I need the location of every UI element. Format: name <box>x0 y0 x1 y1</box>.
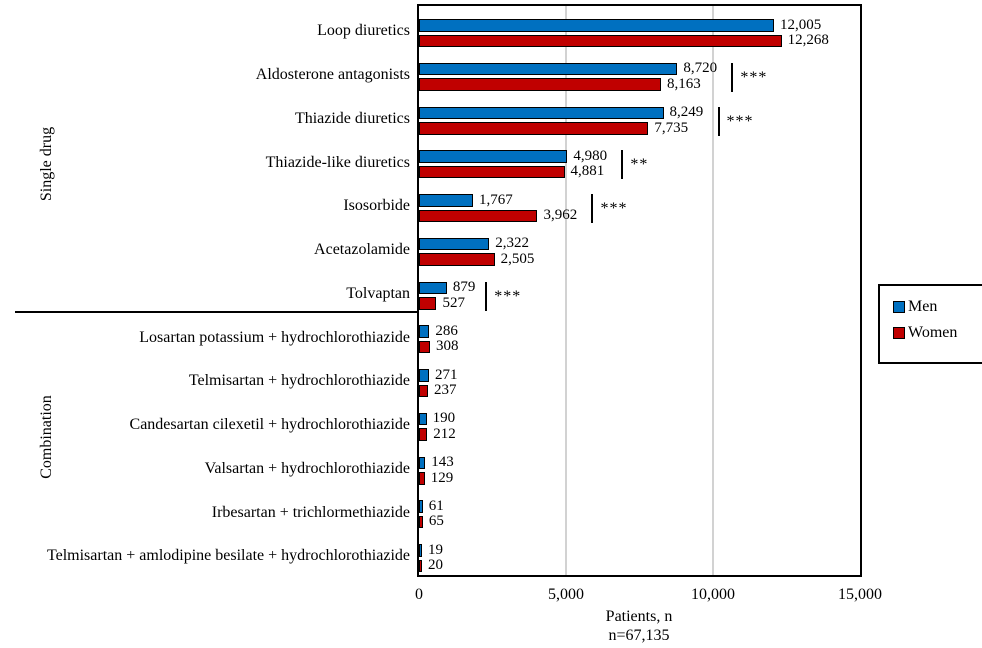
significance-stars: ** <box>630 156 649 174</box>
men-color-swatch <box>893 301 905 313</box>
men-value-label: 1,767 <box>478 191 513 208</box>
group-label-single-drug: Single drug <box>38 126 55 202</box>
men-bar <box>419 500 423 513</box>
men-bar <box>419 412 427 426</box>
women-value-label: 65 <box>428 513 444 530</box>
men-bar <box>419 456 426 470</box>
women-value-label: 8,163 <box>666 75 701 92</box>
legend-item-women: Women <box>893 322 982 344</box>
men-value-label: 61 <box>428 497 444 514</box>
men-value-label: 8,720 <box>683 60 718 77</box>
women-value-label: 3,962 <box>543 207 578 224</box>
men-bar <box>419 62 678 76</box>
women-bar <box>419 297 437 310</box>
men-bar <box>419 544 422 557</box>
women-bar <box>419 515 423 529</box>
women-bar <box>419 384 428 398</box>
x-tick-label-10000: 10,000 <box>691 586 735 603</box>
women-bar <box>419 165 565 179</box>
significance-stars: *** <box>600 200 628 218</box>
women-bar <box>419 34 782 47</box>
women-value-label: 7,735 <box>654 119 689 136</box>
category-label: Valsartan + hydrochlorothiazide <box>204 459 410 477</box>
group-separator-line <box>15 311 419 313</box>
women-bar <box>419 340 431 354</box>
women-bar <box>419 428 428 441</box>
women-value-label: 237 <box>433 382 457 399</box>
plot-area: 12,005 12,268 8,720 8,163 *** 8,249 7,735 *** 4,… <box>417 4 862 577</box>
category-label: Thiazide diuretics <box>294 109 410 127</box>
women-bar <box>419 122 649 135</box>
category-label: Thiazide-like diuretics <box>265 153 410 171</box>
category-label: Losartan potassium + hydrochlorothiazide <box>139 328 410 346</box>
category-label: Irbesartan + trichlormethiazide <box>211 503 410 521</box>
women-bar <box>419 253 495 266</box>
group-label-combination: Combination <box>38 395 55 479</box>
significance-stars: *** <box>726 112 754 130</box>
x-tick-label-0: 0 <box>415 586 423 603</box>
significance-stars: *** <box>494 287 522 305</box>
significance-stars: *** <box>740 68 768 86</box>
x-tick-label-5000: 5,000 <box>548 586 584 603</box>
men-bar <box>419 150 568 163</box>
legend-label-men: Men <box>908 298 938 315</box>
men-bar <box>419 369 429 382</box>
category-label: Isosorbide <box>343 197 410 215</box>
women-value-label: 527 <box>442 294 465 311</box>
men-value-label: 2,322 <box>495 235 530 252</box>
category-label: Loop diuretics <box>317 22 410 40</box>
category-label: Telmisartan + amlodipine besilate + hydr… <box>46 547 410 565</box>
men-value-label: 271 <box>434 366 458 383</box>
legend-label-women: Women <box>908 324 958 341</box>
women-color-swatch <box>893 327 905 339</box>
women-bar <box>419 209 538 223</box>
x-axis-sample-size-note: n=67,135 <box>608 627 670 644</box>
gridline-10000 <box>712 6 714 575</box>
men-value-label: 19 <box>428 541 443 558</box>
legend: Men Women <box>878 284 982 364</box>
significance-bracket <box>591 194 594 224</box>
men-value-label: 286 <box>435 322 458 339</box>
men-bar <box>419 106 664 120</box>
significance-bracket <box>731 62 734 92</box>
gridline-5000 <box>565 6 567 575</box>
women-value-label: 4,881 <box>570 163 605 180</box>
women-bar <box>419 559 422 573</box>
category-label: Candesartan cilexetil + hydrochlorothiaz… <box>129 416 410 434</box>
women-value-label: 2,505 <box>500 250 535 267</box>
category-label: Tolvaptan <box>346 284 410 302</box>
significance-bracket <box>717 106 720 136</box>
category-label: Acetazolamide <box>314 241 410 259</box>
men-value-label: 12,005 <box>779 16 822 33</box>
significance-bracket <box>621 150 624 180</box>
men-bar <box>419 194 473 207</box>
men-value-label: 8,249 <box>669 104 704 121</box>
women-value-label: 212 <box>433 425 456 442</box>
men-value-label: 4,980 <box>573 147 608 164</box>
category-label: Telmisartan + hydrochlorothiazide <box>188 372 410 390</box>
women-value-label: 20 <box>428 557 443 574</box>
women-value-label: 129 <box>430 469 454 486</box>
x-tick-label-15000: 15,000 <box>838 586 882 603</box>
women-value-label: 308 <box>436 338 459 355</box>
men-value-label: 190 <box>432 410 456 427</box>
category-label: Aldosterone antagonists <box>255 66 410 84</box>
women-bar <box>419 78 661 91</box>
legend-item-men: Men <box>893 296 982 318</box>
women-value-label: 12,268 <box>787 32 829 48</box>
men-bar <box>419 19 774 32</box>
men-bar <box>419 281 447 295</box>
men-value-label: 143 <box>431 454 454 471</box>
x-axis-title: Patients, n <box>605 608 673 625</box>
men-bar <box>419 325 430 338</box>
women-bar <box>419 472 425 485</box>
men-bar <box>419 237 490 251</box>
men-value-label: 879 <box>452 279 476 296</box>
significance-bracket <box>485 281 488 311</box>
